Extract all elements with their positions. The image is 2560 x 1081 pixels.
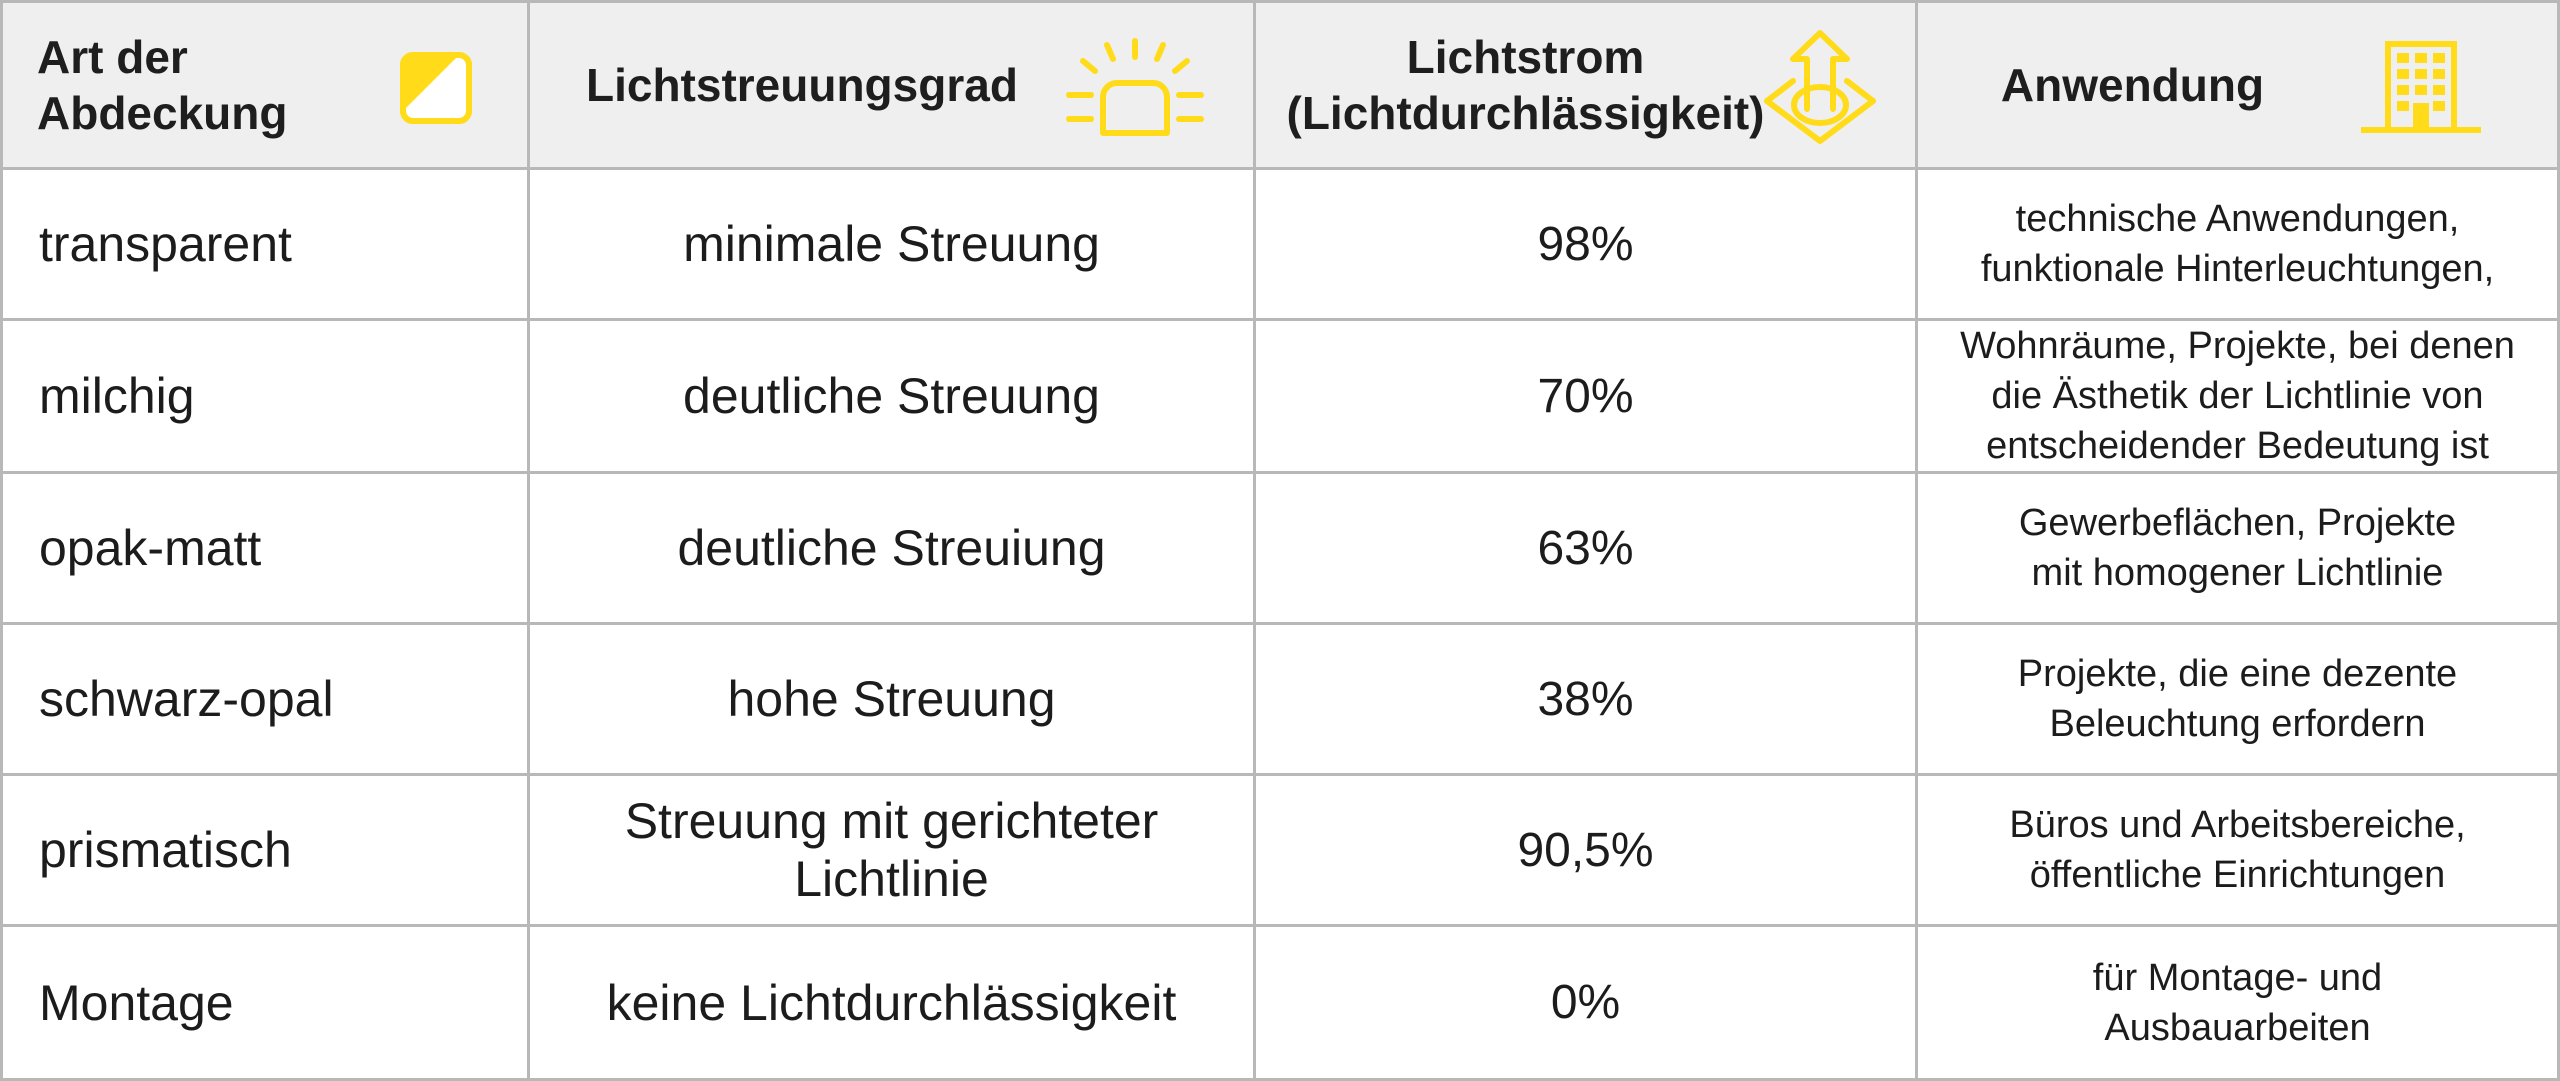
application-cell: für Montage- und Ausbauarbeiten (2092, 956, 2383, 1049)
luminous-flux-cell: 98% (1256, 170, 1918, 321)
lamp-light-icon (1065, 35, 1205, 150)
scatter-degree-cell: deutliche Streuung (530, 321, 1256, 474)
luminous-flux-cell: 90,5% (1256, 776, 1918, 927)
cover-type-cell: schwarz-opal (3, 625, 530, 776)
application-cell: technische Anwendungen, funktionale Hint… (1918, 170, 2557, 321)
scatter-degree-cell: keine Lichtdurchlässigkeit (530, 927, 1256, 1078)
cover-type-cell: prismatisch (3, 776, 530, 927)
application-cell: Projekte, die eine dezente Beleuchtung e… (1918, 625, 2557, 776)
luminous-flux-cell: 0% (1256, 927, 1918, 1078)
half-filled-square-icon (399, 51, 473, 130)
application-cell: Wohnräume, Projekte, bei denen die Ästhe… (1918, 321, 2557, 474)
header-cell-scatter-degree: Lichtstreuungsgrad (530, 3, 1256, 170)
application-cell: Büros und Arbeitsbereiche, öffentliche E… (1918, 776, 2557, 927)
cover-type-cell: milchig (3, 321, 530, 474)
luminous-flux-cell: 38% (1256, 625, 1918, 776)
header-cell-cover-type: Art der Abdeckung (3, 3, 530, 170)
application-cell: Gewerbeflächen, Projekte mit homogener L… (1918, 474, 2557, 625)
office-building-icon (2361, 41, 2481, 140)
upward-light-arrow-icon (1763, 29, 1877, 152)
scatter-degree-cell: deutliche Streuiung (530, 474, 1256, 625)
header-application-label: Anwendung (2000, 59, 2265, 111)
header-cell-luminous-flux: Lichtstrom (Lichtdurchlässigkeit) (1256, 3, 1918, 170)
cover-type-cell: opak-matt (3, 474, 530, 625)
header-cover-type-label: Art der Abdeckung (37, 31, 288, 139)
luminous-flux-cell: 63% (1256, 474, 1918, 625)
cover-type-cell: transparent (3, 170, 530, 321)
scatter-degree-cell: Streuung mit gerichteter Lichtlinie (530, 776, 1256, 927)
header-scatter-degree-label: Lichtstreuungsgrad (586, 59, 1018, 111)
scatter-degree-cell: minimale Streuung (530, 170, 1256, 321)
header-cell-application: Anwendung (1918, 3, 2557, 170)
cover-type-cell: Montage (3, 927, 530, 1078)
luminous-flux-cell: 70% (1256, 321, 1918, 474)
header-luminous-flux-label: Lichtstrom (Lichtdurchlässigkeit) (1286, 31, 1765, 139)
scatter-degree-cell: hohe Streuung (530, 625, 1256, 776)
